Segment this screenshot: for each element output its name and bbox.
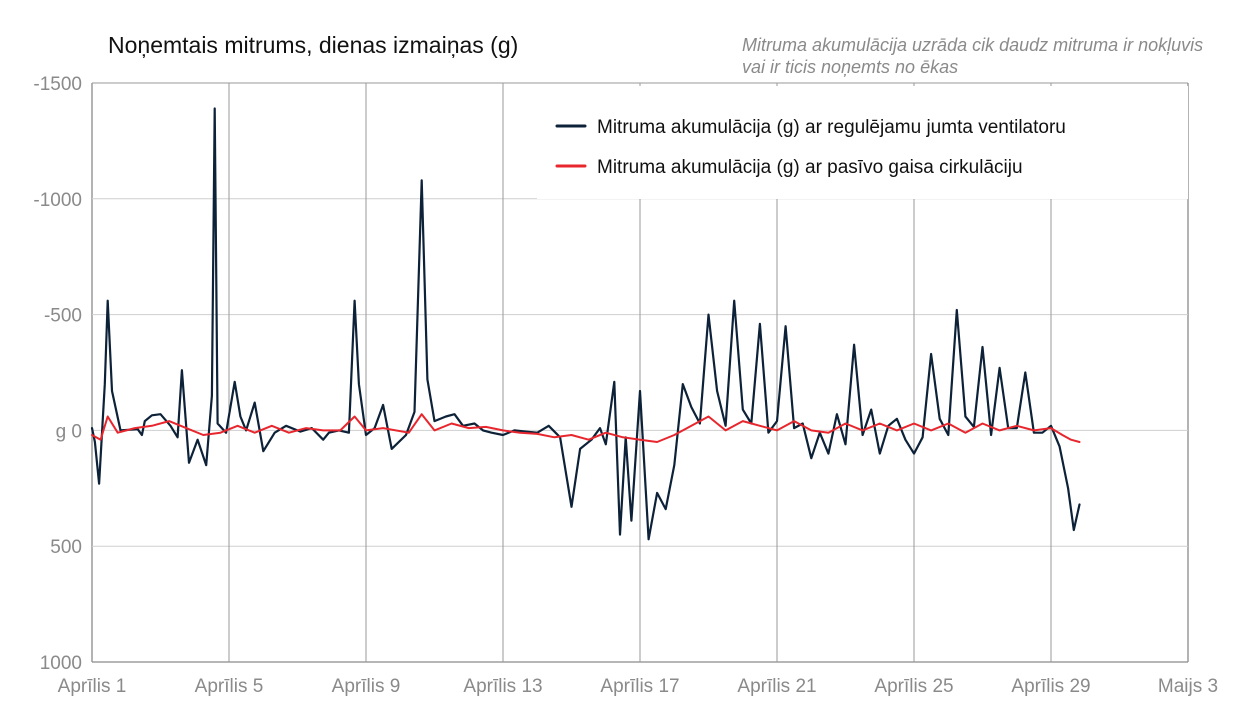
series-line-2 [91,413,1081,443]
chart-subtitle: Mitruma akumulācija uzrāda cik daudz mit… [742,35,1204,77]
x-tick-label: Aprīlis 21 [737,676,816,697]
legend-label: Mitruma akumulācija (g) ar pasīvo gaisa … [597,157,1023,178]
series-line-1 [90,107,1081,541]
x-tick-label: Aprīlis 13 [463,676,542,697]
x-tick-label: Aprīlis 17 [600,676,679,697]
x-tick-label: Aprīlis 1 [58,676,127,697]
x-tick-label: Aprīlis 9 [332,676,401,697]
legend-label: Mitruma akumulācija (g) ar regulējamu ju… [597,117,1066,138]
x-tick-label: Aprīlis 25 [874,676,953,697]
y-tick-label: g 0 [56,421,82,442]
y-axis-ticks: -1500 -1000 -500 g 0 500 1000 [33,74,82,674]
y-tick-label: 1000 [40,653,82,674]
x-tick-label: Maijs 3 [1158,676,1218,697]
y-tick-label: -500 [44,306,82,327]
x-axis-ticks: Aprīlis 1 Aprīlis 5 Aprīlis 9 Aprīlis 13 Apr… [58,676,1218,697]
y-tick-label: 500 [50,537,82,558]
y-tick-label: -1000 [33,190,82,211]
x-tick-label: Aprīlis 29 [1011,676,1090,697]
legend-box [537,86,1188,199]
chart-title: Noņemtais mitrums, dienas izmaiņas (g) [108,32,519,58]
legend: Mitruma akumulācija (g) ar regulējamu ju… [537,86,1188,199]
series-lines [90,107,1081,541]
y-tick-label: -1500 [33,74,82,95]
x-tick-label: Aprīlis 5 [195,676,264,697]
